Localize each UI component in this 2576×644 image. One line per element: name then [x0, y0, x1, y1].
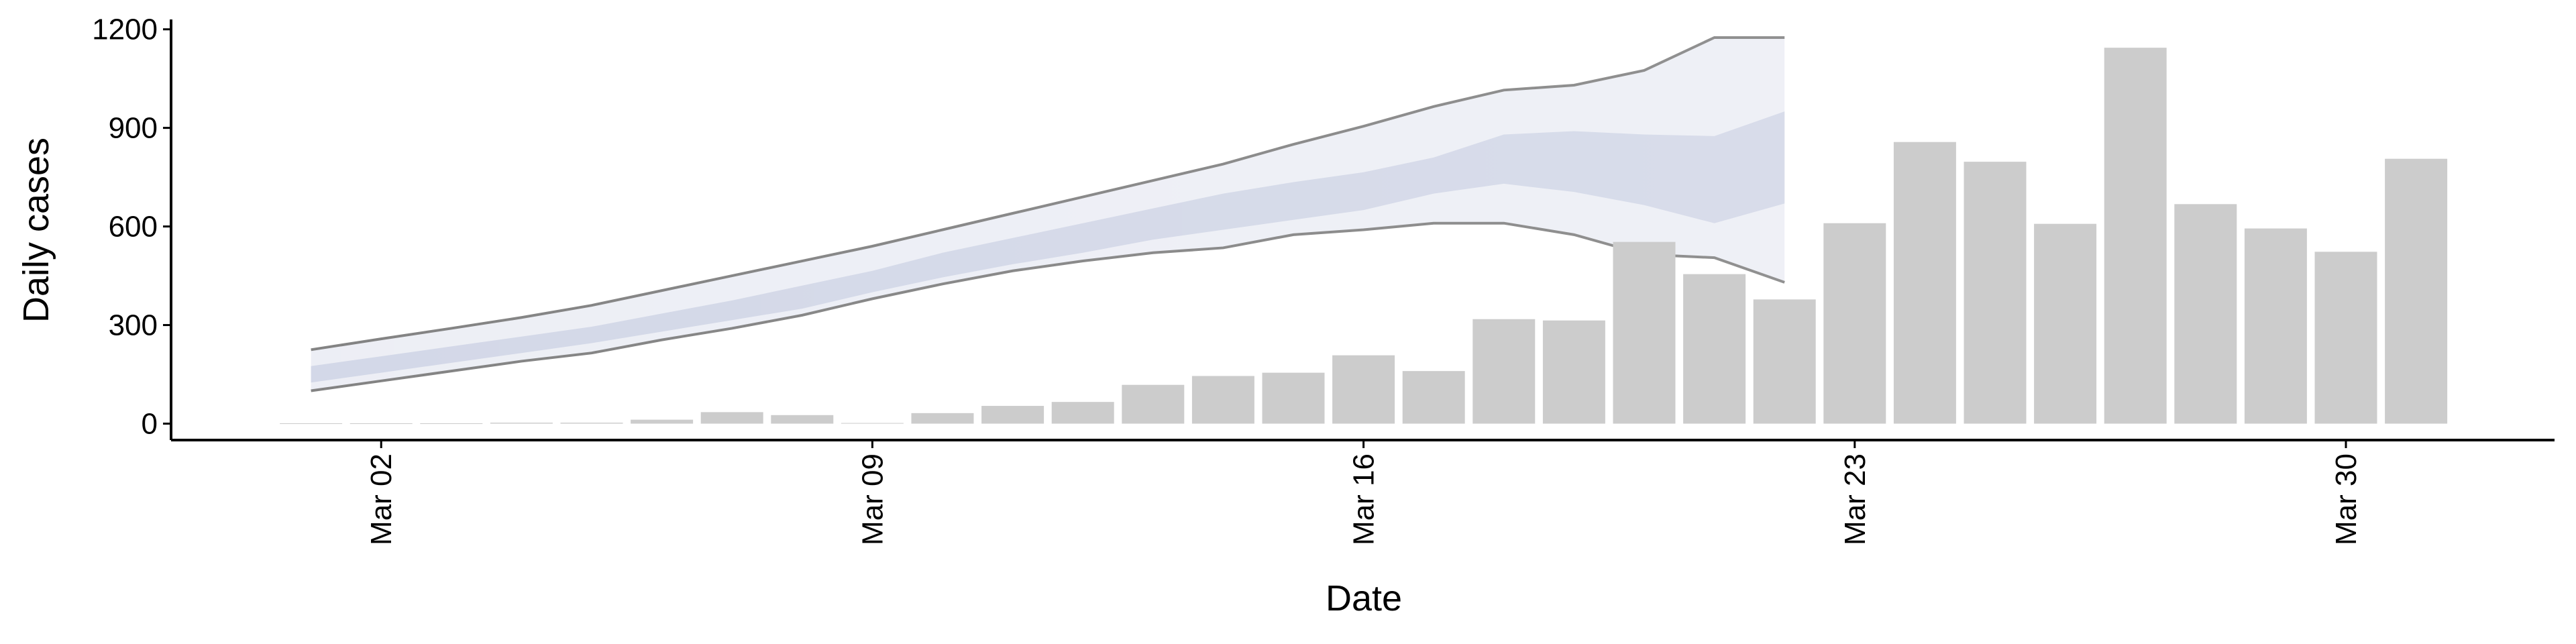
bar	[1402, 371, 1465, 424]
bar	[1893, 142, 1956, 424]
bar	[1964, 162, 2027, 424]
bar	[2385, 158, 2448, 424]
x-tick-label: Mar 16	[1348, 453, 1381, 545]
bar	[700, 412, 763, 424]
x-tick-label: Mar 02	[365, 453, 398, 545]
band-area	[311, 111, 1785, 383]
y-tick-label: 0	[142, 408, 158, 441]
bar	[420, 423, 483, 425]
bar	[280, 423, 343, 425]
bar	[631, 419, 694, 424]
bar	[1051, 402, 1114, 424]
bar	[1262, 372, 1325, 424]
x-tick-label: Mar 09	[856, 453, 889, 545]
bar	[771, 415, 834, 424]
bar	[911, 413, 974, 424]
y-tick-label: 900	[109, 112, 158, 145]
y-axis-title: Daily cases	[16, 138, 56, 323]
y-tick-label: 1200	[92, 13, 158, 46]
bar	[841, 423, 904, 424]
bar	[1613, 241, 1676, 424]
bar	[1122, 384, 1185, 424]
bar	[2244, 228, 2307, 424]
bar	[1542, 320, 1605, 424]
bar	[1332, 355, 1395, 424]
ribbon	[311, 36, 1785, 392]
band-line	[311, 221, 1785, 392]
bar	[1472, 319, 1536, 424]
x-tick-label: Mar 30	[2330, 453, 2363, 545]
y-tick-label: 600	[109, 211, 158, 244]
bar	[2034, 223, 2097, 424]
bar	[2314, 252, 2377, 424]
y-tick-label: 300	[109, 309, 158, 342]
band-area	[311, 37, 1785, 391]
band-line	[311, 36, 1785, 352]
x-tick-label: Mar 23	[1839, 453, 1872, 545]
x-axis-title: Date	[1326, 578, 1402, 619]
bar	[981, 406, 1044, 424]
bar	[2104, 48, 2167, 424]
bar	[350, 423, 413, 425]
bar	[2174, 204, 2237, 424]
bar	[1823, 223, 1886, 424]
bar	[1683, 274, 1746, 424]
bar	[1191, 376, 1254, 424]
bar	[1753, 299, 1816, 424]
